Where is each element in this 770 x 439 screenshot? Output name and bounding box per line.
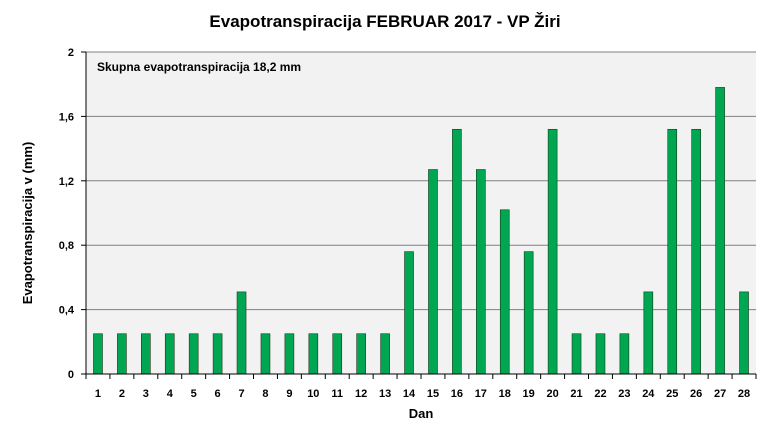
x-tick-label: 5 xyxy=(191,388,197,400)
y-tick-label: 1,6 xyxy=(59,111,74,123)
x-tick-label: 22 xyxy=(594,388,606,400)
bar xyxy=(691,128,701,375)
x-tick-label: 10 xyxy=(307,388,319,400)
x-tick-label: 13 xyxy=(379,388,391,400)
x-tick-label: 7 xyxy=(238,388,244,400)
bars xyxy=(93,87,749,375)
x-tick-label: 20 xyxy=(546,388,558,400)
x-tick-label: 28 xyxy=(738,388,750,400)
bar xyxy=(141,333,151,375)
x-tick-label: 15 xyxy=(427,388,439,400)
x-tick-label: 4 xyxy=(167,388,174,400)
x-tick-label: 18 xyxy=(499,388,511,400)
bar xyxy=(332,333,343,375)
bar xyxy=(452,128,462,375)
x-tick-label: 17 xyxy=(475,388,487,400)
x-axis-label: Dan xyxy=(409,406,434,421)
bar xyxy=(523,251,534,375)
bar xyxy=(715,87,725,375)
y-tick-label: 1,2 xyxy=(59,176,74,188)
chart-title: Evapotranspiracija FEBRUAR 2017 - VP Žir… xyxy=(209,12,560,31)
plot-area xyxy=(86,52,756,374)
bar xyxy=(547,128,558,375)
x-tick-label: 11 xyxy=(331,388,343,400)
y-tick-label: 0,8 xyxy=(59,240,74,252)
x-tick-label: 27 xyxy=(714,388,726,400)
x-tick-label: 12 xyxy=(355,388,367,400)
bar xyxy=(284,333,295,375)
x-tick-label: 26 xyxy=(690,388,702,400)
x-tick-label: 23 xyxy=(618,388,630,400)
bar xyxy=(117,333,127,375)
x-tick-label: 25 xyxy=(666,388,678,400)
bar xyxy=(212,333,223,375)
axes xyxy=(81,51,757,379)
bar xyxy=(380,333,390,375)
bar xyxy=(236,291,247,375)
bar xyxy=(308,333,319,375)
bar xyxy=(643,291,654,375)
x-tick-label: 3 xyxy=(143,388,149,400)
x-tick-label: 9 xyxy=(286,388,292,400)
y-axis-label: Evapotranspiracija v (mm) xyxy=(20,142,35,305)
x-tick-labels: 1 2 3 4 5 6 7 8 9 10 11 12 13 14 15 16 17 18 19 20 21 22 23 24 2… xyxy=(95,388,750,400)
y-tick-label: 0 xyxy=(68,369,74,381)
bar xyxy=(404,251,414,375)
bar xyxy=(571,333,582,375)
bar xyxy=(476,169,486,375)
y-tick-label: 2 xyxy=(68,47,74,59)
bar xyxy=(428,169,438,375)
x-tick-label: 6 xyxy=(215,388,221,400)
bar xyxy=(356,333,366,375)
x-tick-label: 16 xyxy=(451,388,463,400)
y-tick-labels: 0 0,4 0,8 1,2 1,6 2 xyxy=(59,47,75,381)
x-tick-label: 2 xyxy=(119,388,125,400)
x-tick-label: 8 xyxy=(262,388,268,400)
bar xyxy=(499,209,510,375)
bar xyxy=(619,333,630,375)
y-tick-label: 0,4 xyxy=(59,305,75,317)
bar xyxy=(188,333,199,375)
bar xyxy=(164,333,175,375)
x-tick-label: 21 xyxy=(570,388,582,400)
bar xyxy=(595,333,606,375)
bar xyxy=(93,333,103,375)
bar xyxy=(739,291,749,375)
total-annotation: Skupna evapotranspiracija 18,2 mm xyxy=(97,60,301,74)
x-tick-label: 24 xyxy=(642,388,655,400)
bar xyxy=(667,128,678,375)
x-tick-label: 1 xyxy=(95,388,101,400)
bar xyxy=(260,333,271,375)
x-tick-label: 14 xyxy=(403,388,416,400)
x-tick-label: 19 xyxy=(523,388,535,400)
